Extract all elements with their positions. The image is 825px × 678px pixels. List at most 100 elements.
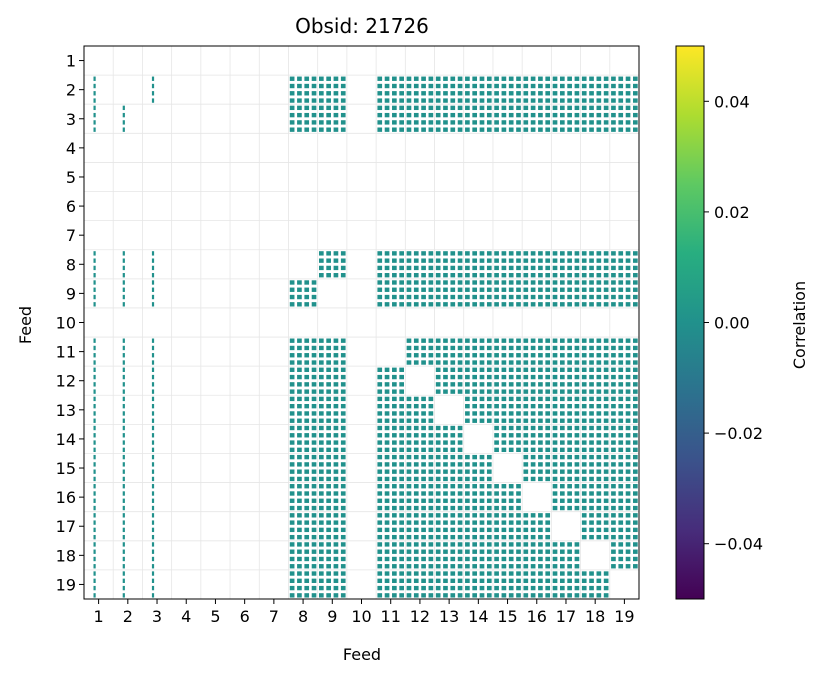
heatmap-cell <box>93 484 96 489</box>
heatmap-cell <box>399 396 404 402</box>
heatmap-cell <box>297 98 302 103</box>
heatmap-cell <box>494 433 499 438</box>
heatmap-cell <box>384 542 390 547</box>
heatmap-cell <box>406 396 412 402</box>
heatmap-cell <box>523 98 529 103</box>
heatmap-cell <box>465 542 470 547</box>
heatmap-cell <box>326 520 331 525</box>
heatmap-cell <box>574 396 580 402</box>
heatmap-cell <box>581 105 587 111</box>
heatmap-cell <box>567 338 572 343</box>
heatmap-cell <box>297 294 302 300</box>
heatmap-cell <box>377 476 383 482</box>
heatmap-cell <box>501 549 507 554</box>
heatmap-cell <box>340 513 346 518</box>
heatmap-cell <box>311 76 317 81</box>
heatmap-cell <box>589 360 594 365</box>
heatmap-cell <box>450 294 456 300</box>
heatmap-cell <box>530 382 536 387</box>
heatmap-cell <box>377 105 383 111</box>
heatmap-cell <box>450 83 456 89</box>
heatmap-cell <box>625 382 631 387</box>
heatmap-cell <box>618 120 624 125</box>
heatmap-cell <box>435 469 441 474</box>
heatmap-cell <box>589 520 594 525</box>
heatmap-cell <box>545 403 551 409</box>
heatmap-cell <box>552 542 558 547</box>
heatmap-cell <box>523 287 529 292</box>
x-tick-label: 1 <box>94 607 104 626</box>
heatmap-cell <box>494 578 499 583</box>
heatmap-cell <box>377 396 383 402</box>
heatmap-cell <box>289 360 295 365</box>
heatmap-cell <box>603 462 609 467</box>
heatmap-cell <box>421 513 426 518</box>
heatmap-cell <box>122 433 125 438</box>
heatmap-cell <box>567 403 572 409</box>
heatmap-cell <box>122 571 125 576</box>
heatmap-cell <box>559 418 565 423</box>
heatmap-cell <box>421 105 426 111</box>
heatmap-cell <box>603 513 609 518</box>
heatmap-cell <box>151 273 155 278</box>
heatmap-cell <box>340 265 346 271</box>
heatmap-cell <box>603 273 609 278</box>
heatmap-cell <box>538 534 543 540</box>
heatmap-cell <box>421 542 426 547</box>
heatmap-cell <box>574 440 580 445</box>
heatmap-cell <box>501 491 507 496</box>
x-tick-label: 5 <box>210 607 220 626</box>
heatmap-cell <box>122 454 125 460</box>
heatmap-cell <box>589 578 594 583</box>
heatmap-cell <box>494 258 499 263</box>
heatmap-cell <box>326 505 331 511</box>
heatmap-cell <box>406 578 412 583</box>
heatmap-cell <box>406 484 412 489</box>
heatmap-cell <box>618 411 624 416</box>
heatmap-cell <box>552 120 558 125</box>
heatmap-cell <box>457 513 463 518</box>
heatmap-cell <box>494 127 499 132</box>
heatmap-cell <box>486 302 492 307</box>
heatmap-cell <box>611 454 616 460</box>
heatmap-cell <box>319 265 324 271</box>
heatmap-cell <box>545 345 551 351</box>
heatmap-cell <box>311 382 317 387</box>
heatmap-cell <box>311 454 317 460</box>
heatmap-cell <box>93 585 96 591</box>
heatmap-cell <box>530 542 536 547</box>
heatmap-cell <box>450 302 456 307</box>
heatmap-cell <box>457 491 463 496</box>
heatmap-cell <box>421 534 426 540</box>
heatmap-cell <box>326 345 331 351</box>
heatmap-cell <box>508 593 514 598</box>
heatmap-cell <box>406 294 412 300</box>
heatmap-cell <box>479 76 485 81</box>
heatmap-cell <box>457 534 463 540</box>
heatmap-cell <box>581 258 587 263</box>
heatmap-cell <box>516 484 521 489</box>
heatmap-cell <box>435 120 441 125</box>
heatmap-cell <box>479 105 485 111</box>
heatmap-cell <box>428 447 434 453</box>
heatmap-cell <box>486 418 492 423</box>
heatmap-cell <box>508 112 514 118</box>
heatmap-cell <box>625 112 631 118</box>
heatmap-cell <box>574 454 580 460</box>
heatmap-cell <box>122 491 125 496</box>
heatmap-cell <box>435 578 441 583</box>
heatmap-cell <box>435 542 441 547</box>
heatmap-cell <box>443 476 448 482</box>
heatmap-cell <box>465 491 470 496</box>
heatmap-cell <box>581 120 587 125</box>
heatmap-cell <box>581 505 587 511</box>
heatmap-cell <box>574 433 580 438</box>
heatmap-cell <box>443 520 448 525</box>
heatmap-cell <box>319 353 324 358</box>
heatmap-cell <box>289 345 295 351</box>
heatmap-cell <box>516 403 521 409</box>
heatmap-cell <box>596 403 602 409</box>
heatmap-cell <box>581 476 587 482</box>
heatmap-cell <box>93 564 96 569</box>
x-tick-label: 3 <box>152 607 162 626</box>
